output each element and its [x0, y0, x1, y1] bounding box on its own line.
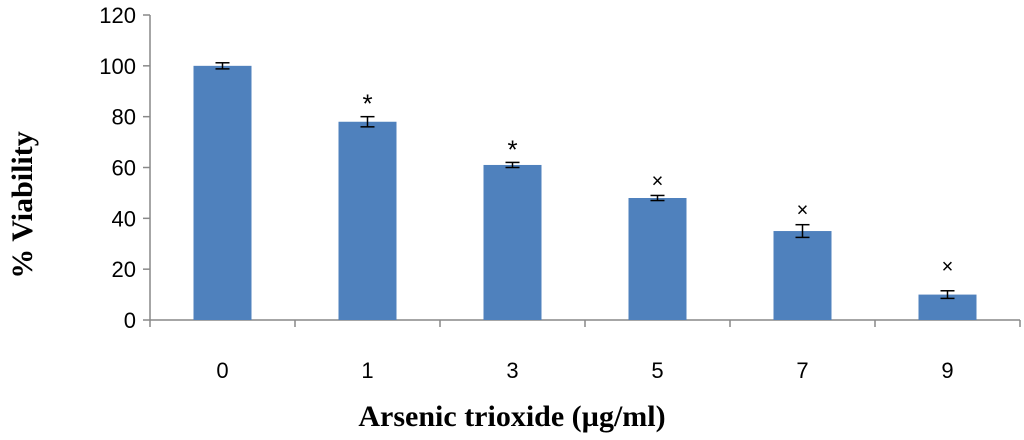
- significance-annotations: * * × × ×: [362, 89, 954, 278]
- significance-marker: ×: [797, 200, 809, 222]
- bars: [193, 65, 977, 320]
- significance-marker: *: [362, 89, 372, 119]
- x-tick-label: 5: [651, 358, 663, 383]
- y-tick-label: 120: [99, 3, 136, 28]
- significance-marker: ×: [942, 256, 954, 278]
- significance-marker: ×: [652, 170, 664, 192]
- error-bars: [215, 62, 955, 300]
- bar: [483, 164, 542, 320]
- x-axis-title: Arsenic trioxide (µg/ml): [358, 400, 665, 433]
- y-tick-label: 80: [112, 105, 136, 130]
- y-tick-label: 20: [112, 257, 136, 282]
- x-tick-labels: 0 1 3 5 7 9: [216, 358, 953, 383]
- x-tick-label: 7: [796, 358, 808, 383]
- x-tick-label: 3: [506, 358, 518, 383]
- axes: [143, 14, 1021, 327]
- bar: [193, 65, 252, 320]
- bar: [773, 231, 832, 320]
- y-axis-title: % Viability: [6, 131, 39, 279]
- y-tick-label: 40: [112, 206, 136, 231]
- x-tick-label: 1: [361, 358, 373, 383]
- y-tick-label: 100: [99, 54, 136, 79]
- bar: [628, 198, 687, 320]
- x-tick-label: 0: [216, 358, 228, 383]
- significance-marker: *: [507, 134, 517, 164]
- y-tick-label: 0: [124, 308, 136, 333]
- y-tick-label: 60: [112, 156, 136, 181]
- x-tick-label: 9: [941, 358, 953, 383]
- bar: [338, 121, 397, 320]
- y-tick-labels: 0 20 40 60 80 100 120: [99, 3, 136, 333]
